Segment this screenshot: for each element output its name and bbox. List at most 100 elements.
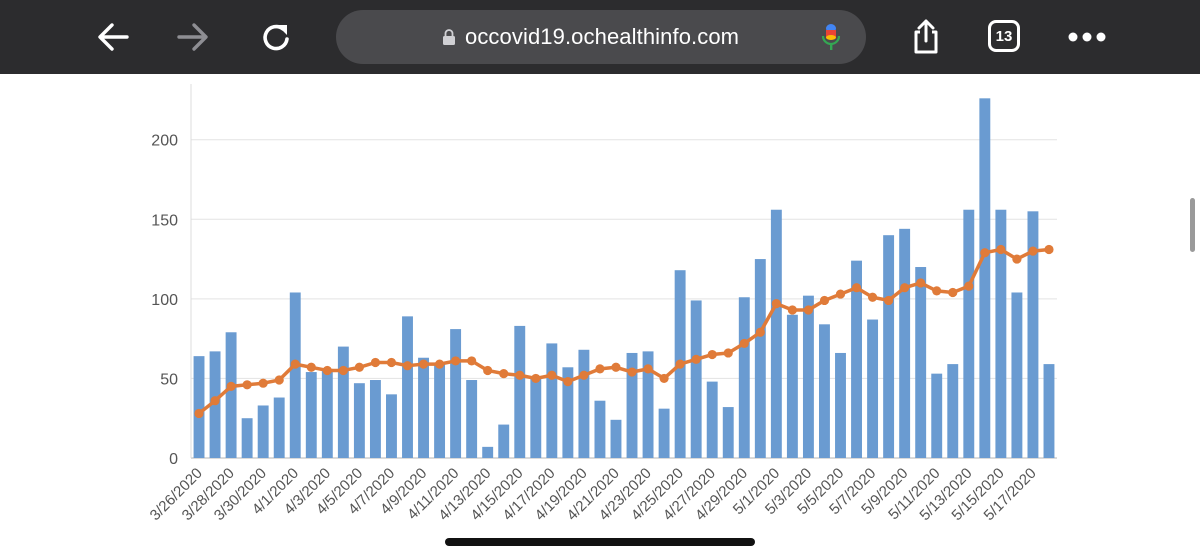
bar[interactable]: [353, 383, 365, 458]
bar[interactable]: [979, 98, 991, 459]
forward-button[interactable]: [170, 14, 216, 60]
line-point[interactable]: [900, 283, 910, 293]
bar[interactable]: [498, 424, 510, 458]
bar[interactable]: [225, 332, 237, 458]
line-point[interactable]: [499, 369, 509, 379]
line-point[interactable]: [739, 338, 749, 349]
line-point[interactable]: [948, 287, 958, 298]
line-point[interactable]: [691, 354, 701, 364]
bar[interactable]: [867, 319, 879, 458]
bar[interactable]: [305, 372, 317, 458]
line-point[interactable]: [451, 356, 461, 366]
url-text[interactable]: occovid19.ochealthinfo.com: [465, 24, 740, 49]
line-point[interactable]: [515, 370, 525, 380]
bar[interactable]: [1043, 364, 1055, 458]
bar[interactable]: [738, 297, 750, 458]
line-point[interactable]: [274, 375, 284, 385]
line-point[interactable]: [1012, 254, 1022, 264]
share-button[interactable]: [903, 14, 949, 60]
line-point[interactable]: [242, 380, 252, 390]
line-point[interactable]: [306, 362, 316, 372]
line-point[interactable]: [226, 381, 236, 391]
line-point[interactable]: [755, 327, 765, 337]
line-point[interactable]: [194, 408, 204, 419]
line-point[interactable]: [835, 289, 846, 299]
line-point[interactable]: [322, 365, 332, 376]
bar[interactable]: [819, 324, 830, 458]
line-point[interactable]: [579, 370, 589, 380]
line-point[interactable]: [996, 244, 1006, 255]
line-point[interactable]: [290, 359, 300, 369]
line-point[interactable]: [370, 357, 381, 368]
bar[interactable]: [835, 352, 846, 458]
bar[interactable]: [321, 368, 333, 458]
bar[interactable]: [289, 292, 301, 458]
bar[interactable]: [193, 356, 205, 458]
bar[interactable]: [578, 349, 590, 458]
back-button[interactable]: [90, 14, 136, 60]
bar[interactable]: [722, 407, 734, 458]
line-point[interactable]: [659, 373, 669, 384]
line-point[interactable]: [210, 396, 220, 406]
scrollbar[interactable]: [1190, 198, 1195, 252]
bar[interactable]: [466, 380, 478, 458]
line-point[interactable]: [258, 378, 268, 388]
bar[interactable]: [883, 235, 895, 458]
line-point[interactable]: [402, 361, 413, 371]
line-point[interactable]: [467, 356, 477, 366]
bar[interactable]: [450, 329, 462, 458]
bar[interactable]: [995, 209, 1007, 458]
bar[interactable]: [963, 209, 975, 458]
more-button[interactable]: [1064, 14, 1110, 60]
line-point[interactable]: [851, 283, 862, 293]
line-point[interactable]: [723, 348, 733, 358]
bar[interactable]: [947, 364, 959, 458]
line-point[interactable]: [338, 365, 348, 376]
line-point[interactable]: [884, 295, 894, 306]
bar[interactable]: [482, 446, 494, 458]
line-point[interactable]: [354, 362, 364, 372]
line-point[interactable]: [787, 305, 797, 315]
line-point[interactable]: [563, 377, 573, 387]
bar[interactable]: [386, 394, 397, 458]
bar[interactable]: [706, 381, 718, 458]
bar[interactable]: [658, 408, 670, 458]
bar[interactable]: [1011, 292, 1023, 458]
line-point[interactable]: [964, 281, 974, 291]
microphone-icon[interactable]: [820, 22, 842, 54]
bar[interactable]: [546, 343, 558, 458]
bar[interactable]: [899, 228, 911, 458]
bar[interactable]: [594, 400, 606, 458]
line-point[interactable]: [643, 364, 653, 374]
line-point[interactable]: [819, 295, 830, 306]
bar[interactable]: [241, 418, 253, 458]
line-point[interactable]: [483, 365, 493, 376]
bar[interactable]: [514, 325, 526, 458]
line-point[interactable]: [867, 292, 878, 302]
tabs-button[interactable]: 13: [988, 20, 1020, 52]
bar[interactable]: [273, 397, 285, 458]
bar[interactable]: [931, 373, 943, 458]
line-point[interactable]: [980, 248, 990, 258]
line-point[interactable]: [932, 286, 942, 296]
line-point[interactable]: [386, 357, 397, 368]
bar[interactable]: [257, 405, 269, 458]
line-point[interactable]: [916, 278, 926, 288]
bar[interactable]: [418, 357, 429, 458]
bar[interactable]: [530, 378, 542, 458]
home-indicator[interactable]: [445, 538, 755, 546]
line-point[interactable]: [675, 359, 685, 369]
bar[interactable]: [690, 300, 702, 458]
bar[interactable]: [337, 346, 349, 458]
line-point[interactable]: [707, 349, 717, 360]
bar[interactable]: [770, 209, 782, 458]
bar[interactable]: [369, 380, 381, 458]
line-point[interactable]: [611, 362, 621, 372]
line-point[interactable]: [627, 367, 637, 377]
line-point[interactable]: [1028, 246, 1038, 256]
bar[interactable]: [915, 267, 927, 458]
line-point[interactable]: [531, 373, 541, 384]
line-point[interactable]: [434, 359, 445, 369]
bar[interactable]: [610, 419, 622, 458]
line-point[interactable]: [595, 364, 605, 374]
